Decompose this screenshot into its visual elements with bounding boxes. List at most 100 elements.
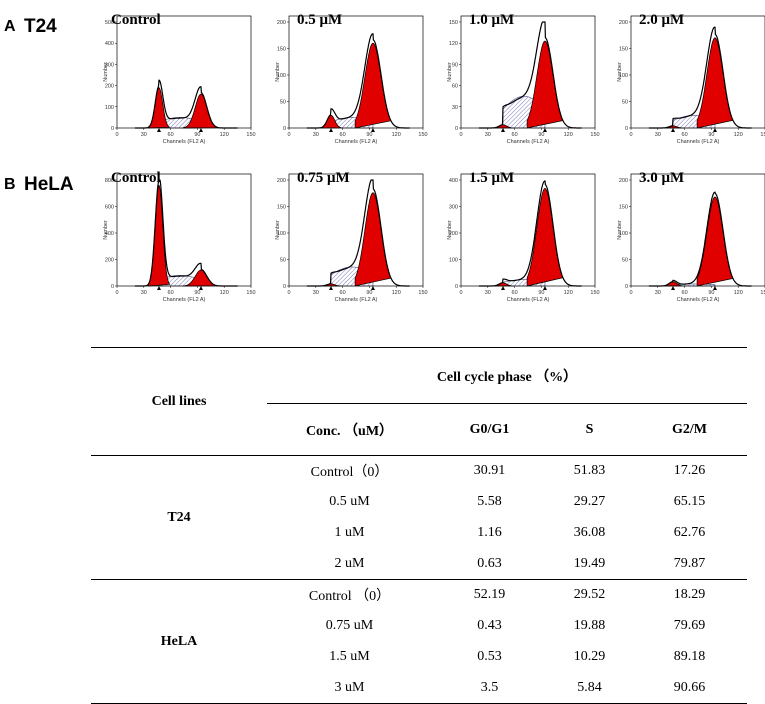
histogram-svg: 0 30 60 90 120 150 0 50 100 150 200 Channels (FL2 A…	[617, 173, 765, 303]
cell-s: 19.88	[573, 618, 606, 633]
y-tick-label: 90	[452, 62, 458, 68]
x-tick-label: 90	[366, 290, 372, 296]
x-tick-label: 150	[418, 290, 427, 296]
y-tick-label: 100	[105, 105, 114, 111]
x-tick-label: 150	[590, 290, 599, 296]
x-tick-label: 150	[760, 132, 765, 138]
table-row: T24 Control（0） 30.91 51.83 17.26	[91, 455, 747, 580]
table-row: 1 uM 1.16 36.08 62.76	[91, 518, 747, 549]
table-row: 1.5 uM 0.53 10.29 89.18	[91, 642, 747, 673]
cell-cycle-table: Cell lines Cell cycle phase （%） Conc. （u…	[91, 347, 747, 704]
fit-envelope	[306, 33, 410, 129]
x-tick-label: 0	[459, 132, 462, 138]
x-tick-label: 0	[287, 290, 290, 296]
y-tick-label: 60	[452, 84, 458, 90]
cell-s: 5.84	[547, 672, 632, 704]
x-tick-label: 90	[538, 290, 544, 296]
histogram-svg: 0 30 60 90 120 150 0 50 100 150 200 Channels (FL2 A…	[275, 15, 428, 145]
x-tick-label: 120	[734, 290, 743, 296]
header-cell-lines: Cell lines	[151, 393, 207, 409]
x-tick-label: 0	[115, 290, 118, 296]
y-axis-label: Number	[617, 62, 623, 82]
histogram-panel: 0 30 60 90 120 150 0 50 100 150 200 Channels (FL2 A…	[617, 8, 765, 158]
cell-conc: 0.75 uM	[325, 618, 374, 633]
y-tick-label: 200	[105, 84, 114, 90]
x-axis-label: Channels (FL2 A)	[335, 139, 378, 145]
peak-marker	[328, 286, 333, 290]
plot-frame	[116, 15, 252, 129]
x-tick-label: 60	[512, 290, 518, 296]
y-tick-label: 0	[111, 126, 114, 132]
y-tick-label: 400	[105, 41, 114, 47]
panel-title: 0.75 μM	[297, 170, 350, 186]
x-tick-label: 60	[340, 290, 346, 296]
x-tick-label: 30	[485, 290, 491, 296]
x-axis-label: Channels (FL2 A)	[163, 139, 206, 145]
cell-g0g1: 0.43	[477, 618, 502, 633]
x-tick-label: 60	[682, 290, 688, 296]
cell-conc: 2 uM	[334, 555, 365, 571]
y-tick-label: 600	[105, 205, 114, 211]
y-tick-label: 200	[619, 20, 628, 26]
cell-s: 10.29	[573, 649, 606, 664]
x-tick-label: 120	[734, 132, 743, 138]
x-axis-label: Channels (FL2 A)	[507, 139, 550, 145]
peak-marker	[328, 128, 333, 132]
x-axis-label: Channels (FL2 A)	[507, 297, 550, 303]
x-tick-label: 60	[340, 132, 346, 138]
header-g2m: G2/M	[632, 403, 747, 456]
cell-g0g1: 1.16	[477, 525, 502, 540]
y-axis-label: Number	[447, 220, 453, 240]
g2m-peak	[696, 196, 734, 287]
y-tick-label: 120	[449, 41, 458, 47]
y-tick-label: 0	[625, 126, 628, 132]
fit-envelope	[478, 21, 582, 129]
cell-g0g1: 3.5	[432, 672, 547, 704]
histogram-svg: 0 30 60 90 120 150 0 50 100 150 200 Channels (FL2 A…	[275, 173, 428, 303]
y-tick-label: 200	[277, 178, 286, 184]
cell-s: 29.27	[573, 494, 606, 509]
x-tick-label: 120	[564, 132, 573, 138]
x-tick-label: 90	[708, 132, 714, 138]
histogram-svg: 0 30 60 90 120 150 0 100 200 300 400 Channels (FL2 …	[447, 173, 600, 303]
y-tick-label: 300	[105, 62, 114, 68]
g2m-peak	[696, 37, 734, 129]
x-axis-label: Channels (FL2 A)	[677, 297, 720, 303]
cell-conc: 3 uM	[267, 672, 432, 704]
x-axis-label: Channels (FL2 A)	[163, 297, 206, 303]
peak-marker	[370, 286, 375, 290]
histogram-panel: 0 30 60 90 120 150 0 50 100 150 200 Channels (FL2 A…	[275, 8, 435, 158]
fit-envelope	[478, 180, 582, 287]
x-tick-label: 30	[141, 290, 147, 296]
x-tick-label: 120	[392, 290, 401, 296]
y-tick-label: 50	[622, 258, 628, 264]
y-tick-label: 0	[625, 284, 628, 290]
histogram-svg: 0 30 60 90 120 150 0 200 400 600 800 Channels (FL2 …	[103, 173, 256, 303]
cell-conc: Control （0）	[267, 579, 432, 611]
histogram-panel: 0 30 60 90 120 150 0 50 100 150 200 Channels (FL2 A…	[275, 166, 435, 316]
peak-marker	[500, 286, 505, 290]
table-row: 0.5 uM 5.58 29.27 65.15	[91, 487, 747, 518]
y-tick-label: 150	[449, 20, 458, 26]
panel-title: Control	[111, 12, 161, 28]
cell-g2m: 62.76	[673, 525, 706, 540]
y-tick-label: 150	[619, 205, 628, 211]
y-tick-label: 0	[283, 126, 286, 132]
histogram-svg: 0 30 60 90 120 150 0 30 60 90 120 150 Channels (FL2 …	[447, 15, 600, 145]
peak-marker	[198, 128, 203, 132]
histogram-panel: 0 30 60 90 120 150 0 30 60 90 120 150 Channels (FL2 …	[447, 8, 607, 158]
x-tick-label: 90	[366, 132, 372, 138]
peak-marker	[156, 286, 161, 290]
x-tick-label: 30	[313, 132, 319, 138]
x-tick-label: 30	[655, 290, 661, 296]
table-body: T24 Control（0） 30.91 51.83 17.26 0.5 uM 5.58 29…	[91, 455, 747, 704]
cell-g2m: 17.26	[632, 455, 747, 487]
y-tick-label: 0	[455, 126, 458, 132]
y-axis-label: Number	[275, 62, 281, 82]
cell-conc: 1.5 uM	[329, 649, 370, 664]
y-axis-label: Number	[103, 62, 109, 82]
cell-g0g1: 0.63	[477, 555, 502, 571]
y-tick-label: 100	[277, 231, 286, 237]
y-tick-label: 200	[619, 178, 628, 184]
histogram-panel: 0 30 60 90 120 150 0 200 400 600 800 Channels (FL2 …	[103, 166, 263, 316]
